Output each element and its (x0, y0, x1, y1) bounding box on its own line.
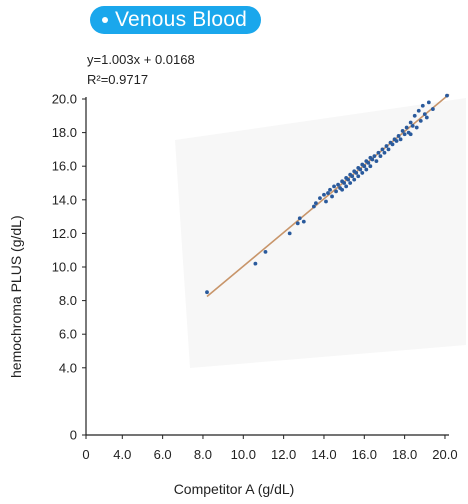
y-tick-label: 14.0 (52, 192, 77, 207)
axes (82, 97, 449, 439)
data-point (408, 132, 413, 137)
x-tick-label: 0 (82, 447, 89, 462)
y-tick-label: 16.0 (52, 159, 77, 174)
series-badge: Venous Blood (90, 6, 262, 34)
x-tick-label: 12.0 (271, 447, 296, 462)
y-tick-label: 4.0 (59, 360, 77, 375)
data-point (380, 147, 385, 152)
data-point (372, 154, 377, 159)
data-point (412, 113, 417, 118)
y-tick-labels: 0 4.0 6.0 8.0 10.0 12.0 14.0 16.0 18.0 20.0 (52, 92, 77, 443)
x-tick-label: 20.0 (432, 447, 457, 462)
x-axis-label: Competitor A (g/dL) (173, 481, 295, 497)
data-point (398, 137, 403, 142)
y-tick-label: 10.0 (52, 260, 77, 275)
data-point (322, 192, 326, 197)
y-axis-label: hemochroma PLUS (g/dL) (8, 215, 24, 378)
data-point (396, 134, 401, 138)
data-point (205, 290, 209, 295)
data-point (370, 157, 375, 162)
y-tick-label: 18.0 (52, 125, 77, 140)
data-point (328, 187, 332, 192)
data-point (384, 144, 389, 148)
x-tick-label: 16.0 (352, 447, 377, 462)
data-point (400, 129, 405, 133)
data-point (376, 150, 381, 155)
data-point (418, 118, 423, 123)
data-point (318, 196, 322, 201)
data-point (253, 261, 258, 266)
data-point (342, 181, 347, 185)
regression-equation: y=1.003x + 0.0168 (87, 52, 195, 67)
fit-line-group (206, 93, 450, 298)
data-point (390, 142, 395, 147)
data-point (336, 182, 340, 187)
data-point (408, 120, 413, 125)
data-point (314, 201, 318, 206)
data-point (346, 177, 351, 182)
data-point (358, 167, 363, 172)
plot-shadow (175, 98, 466, 368)
data-point (330, 194, 334, 199)
data-point (332, 184, 336, 189)
data-point (426, 100, 431, 105)
data-point (344, 184, 349, 189)
y-tick-label: 12.0 (52, 226, 77, 241)
fit-line (206, 93, 450, 298)
data-point (350, 174, 355, 179)
data-point (326, 191, 330, 195)
x-tick-label: 10.0 (231, 447, 256, 462)
x-tick-label: 18.0 (392, 447, 417, 462)
data-point (362, 164, 367, 169)
data-point (445, 93, 449, 98)
x-tick-label: 6.0 (154, 447, 172, 462)
data-point (263, 249, 268, 254)
x-tick-labels: 0 4.0 6.0 8.0 10.0 12.0 14.0 16.0 18.0 20.0 (82, 447, 457, 462)
data-point (324, 199, 328, 204)
data-point (430, 107, 435, 111)
data-point (340, 187, 345, 192)
x-tick-label: 14.0 (311, 447, 336, 462)
data-point (424, 115, 429, 120)
data-point (414, 125, 419, 130)
data-point (301, 219, 306, 224)
data-point (368, 164, 373, 169)
data-point (334, 189, 338, 194)
data-point (311, 204, 316, 209)
data-point (394, 139, 399, 143)
data-point (402, 132, 407, 137)
data-point (352, 177, 357, 182)
data-point (364, 167, 369, 172)
data-point (287, 231, 292, 236)
y-tick-label: 6.0 (59, 327, 77, 342)
points-group (205, 93, 449, 295)
x-tick-label: 4.0 (113, 447, 131, 462)
data-point (356, 174, 361, 179)
data-point (416, 108, 421, 113)
data-point (382, 150, 387, 155)
data-point (354, 171, 359, 175)
data-point (360, 171, 365, 175)
y-tick-label: 8.0 (59, 293, 77, 308)
data-point (386, 147, 391, 152)
y-tick-label: 20.0 (52, 92, 77, 107)
data-point (420, 103, 425, 108)
x-tick-label: 8.0 (194, 447, 212, 462)
data-point (366, 160, 371, 165)
data-point (404, 125, 409, 130)
data-point (348, 181, 353, 185)
data-point (378, 154, 383, 159)
badge-label: Venous Blood (115, 8, 248, 31)
data-point (374, 159, 379, 164)
r-squared: R²=0.9717 (87, 72, 149, 87)
bullet-icon (102, 17, 108, 23)
data-point (422, 112, 427, 117)
data-point (295, 221, 300, 226)
y-tick-label: 0 (70, 428, 77, 443)
data-point (410, 123, 415, 128)
data-point (297, 216, 302, 221)
